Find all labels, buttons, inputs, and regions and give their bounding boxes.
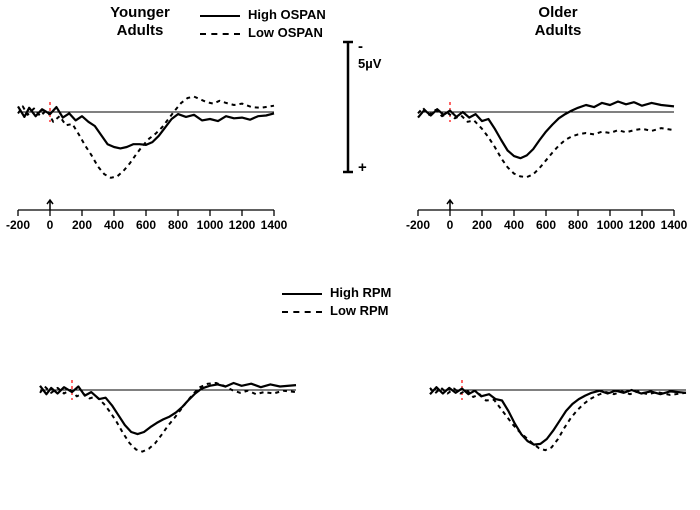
xaxis-tick-label: 400 [504,218,524,232]
xaxis-tick-label: -200 [406,218,430,232]
xaxis-tick-label: 1400 [261,218,288,232]
xaxis-tick-label: 1000 [597,218,624,232]
xaxis-tick-label: 600 [536,218,556,232]
xaxis-tick-label: 600 [136,218,156,232]
xaxis-tick-label: -200 [6,218,30,232]
xaxis-tick-label: 0 [447,218,454,232]
figure-svg [0,0,700,510]
xaxis-tick-label: 1000 [197,218,224,232]
xaxis-tick-label: 200 [472,218,492,232]
xaxis-tick-label: 400 [104,218,124,232]
xaxis-tick-label: 800 [568,218,588,232]
xaxis-tick-label: 1200 [229,218,256,232]
xaxis-tick-label: 1200 [629,218,656,232]
xaxis-tick-label: 1400 [661,218,688,232]
xaxis-tick-label: 200 [72,218,92,232]
xaxis-tick-label: 800 [168,218,188,232]
xaxis-tick-label: 0 [47,218,54,232]
